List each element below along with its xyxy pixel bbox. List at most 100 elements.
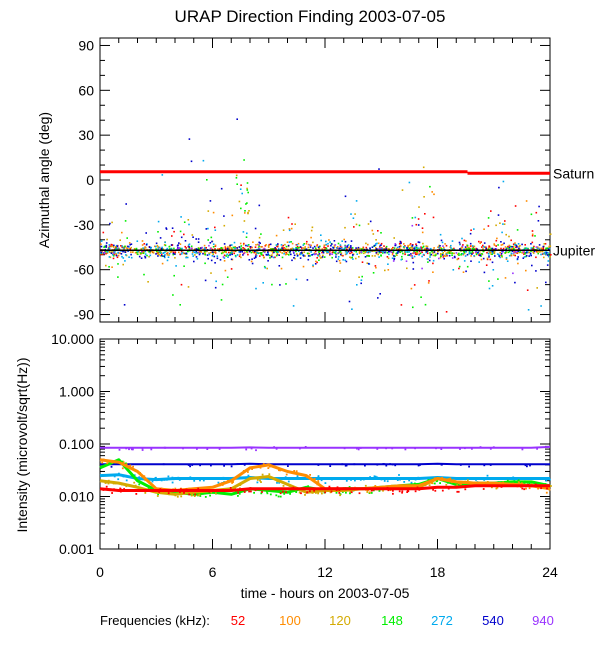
azimuth-point-120khz [537, 250, 539, 253]
intensity-point-540khz [162, 463, 165, 466]
intensity-point-272khz [486, 474, 489, 477]
azimuth-point-148khz [288, 254, 290, 256]
intensity-point-940khz [376, 448, 379, 450]
intensity-point-120khz [288, 485, 291, 487]
azimuth-point-540khz [547, 248, 550, 251]
azimuth-point-100khz [188, 248, 191, 251]
azimuth-point-100khz [500, 244, 503, 246]
intensity-point-148khz [236, 491, 238, 494]
azimuth-point-540khz [231, 253, 233, 256]
intensity-point-272khz [189, 476, 192, 479]
intensity-point-272khz [533, 477, 536, 480]
intensity-point-148khz [433, 482, 436, 485]
intensity-point-148khz [280, 491, 283, 494]
azimuth-point-540khz [471, 253, 473, 255]
azimuth-point-540khz [545, 281, 547, 284]
intensity-point-52khz [450, 486, 452, 489]
azimuth-point-120khz [286, 253, 289, 255]
azimuth-point-120khz [365, 242, 367, 245]
azimuth-point-100khz [223, 260, 226, 262]
intensity-point-940khz [404, 448, 407, 451]
intensity-point-940khz [464, 447, 466, 450]
azimuth-point-272khz [529, 253, 532, 256]
azimuth-point-100khz [310, 244, 312, 247]
azimuth-point-272khz [414, 216, 417, 219]
intensity-point-148khz [414, 482, 416, 485]
intensity-point-52khz [336, 486, 339, 489]
azimuth-point-540khz [165, 228, 168, 230]
azimuth-point-120khz [157, 252, 159, 255]
intensity-point-52khz [109, 488, 112, 491]
azimuth-point-120khz [247, 211, 249, 214]
intensity-point-120khz [114, 482, 117, 485]
intensity-point-120khz [268, 473, 271, 476]
azimuth-point-148khz [271, 283, 273, 286]
azimuth-point-540khz [516, 258, 519, 260]
azimuth-point-540khz [296, 254, 299, 257]
azimuth-point-52khz [184, 245, 186, 248]
intensity-point-540khz [459, 464, 462, 466]
azimuth-point-148khz [221, 283, 224, 286]
azimuth-point-540khz [180, 236, 183, 239]
intensity-point-100khz [317, 480, 320, 482]
intensity-point-100khz [428, 481, 431, 484]
intensity-point-52khz [447, 487, 450, 490]
azimuth-point-100khz [457, 253, 459, 256]
azimuth-point-148khz [337, 242, 340, 245]
azimuth-point-272khz [429, 256, 431, 258]
intensity-point-52khz [113, 488, 115, 491]
intensity-point-100khz [450, 479, 452, 482]
azimuth-point-148khz [172, 253, 174, 256]
intensity-point-148khz [131, 474, 133, 477]
azimuth-point-540khz [321, 256, 324, 258]
azimuth-point-272khz [128, 246, 130, 248]
intensity-point-52khz [122, 489, 125, 492]
azimuth-point-100khz [167, 252, 169, 254]
azimuth-point-272khz [463, 248, 465, 251]
azimuth-point-272khz [388, 253, 390, 256]
azimuth-point-120khz [396, 254, 398, 256]
azimuth-point-100khz [227, 246, 229, 248]
azimuth-point-120khz [549, 245, 552, 247]
azimuth-point-120khz [235, 174, 238, 177]
azimuth-point-940khz [243, 252, 246, 254]
azimuth-point-148khz [318, 251, 320, 253]
azimuth-point-100khz [251, 246, 253, 249]
azimuth-point-148khz [210, 236, 213, 239]
intensity-point-272khz [172, 478, 175, 481]
azimuth-point-100khz [437, 250, 439, 253]
intensity-point-540khz [468, 465, 470, 468]
azimuth-point-540khz [521, 243, 523, 246]
azimuth-point-120khz [119, 239, 121, 241]
azimuth-point-148khz [285, 245, 288, 248]
azimuth-point-148khz [161, 248, 164, 250]
azimuth-point-120khz [276, 252, 279, 255]
azimuth-point-540khz [254, 250, 256, 253]
azimuth-point-52khz [214, 226, 216, 229]
azimuth-point-272khz [121, 255, 123, 258]
azimuth-point-52khz [486, 251, 488, 254]
azimuth-point-148khz [355, 251, 358, 253]
azimuth-point-120khz [152, 252, 155, 254]
azimuth-point-52khz [533, 245, 535, 248]
azimuth-point-272khz [380, 250, 383, 252]
azimuth-point-100khz [521, 252, 523, 254]
azimuth-point-540khz [476, 248, 479, 250]
azimuth-point-272khz [430, 247, 432, 250]
azimuth-point-272khz [400, 258, 403, 261]
azimuth-point-52khz [415, 223, 418, 226]
intensity-point-120khz [125, 485, 128, 488]
azimuth-point-52khz [205, 247, 207, 249]
azimuth-point-100khz [433, 193, 435, 196]
intensity-point-120khz [234, 487, 236, 490]
azimuth-point-100khz [304, 246, 306, 248]
intensity-line-540khz [100, 462, 550, 466]
azimuth-point-148khz [466, 248, 468, 250]
azimuth-point-272khz [523, 256, 526, 258]
azimuth-point-52khz [247, 253, 249, 256]
azimuth-point-52khz [240, 184, 242, 186]
intensity-point-52khz [493, 485, 496, 487]
azimuth-point-120khz [510, 248, 512, 250]
azimuth-point-540khz [517, 256, 519, 258]
